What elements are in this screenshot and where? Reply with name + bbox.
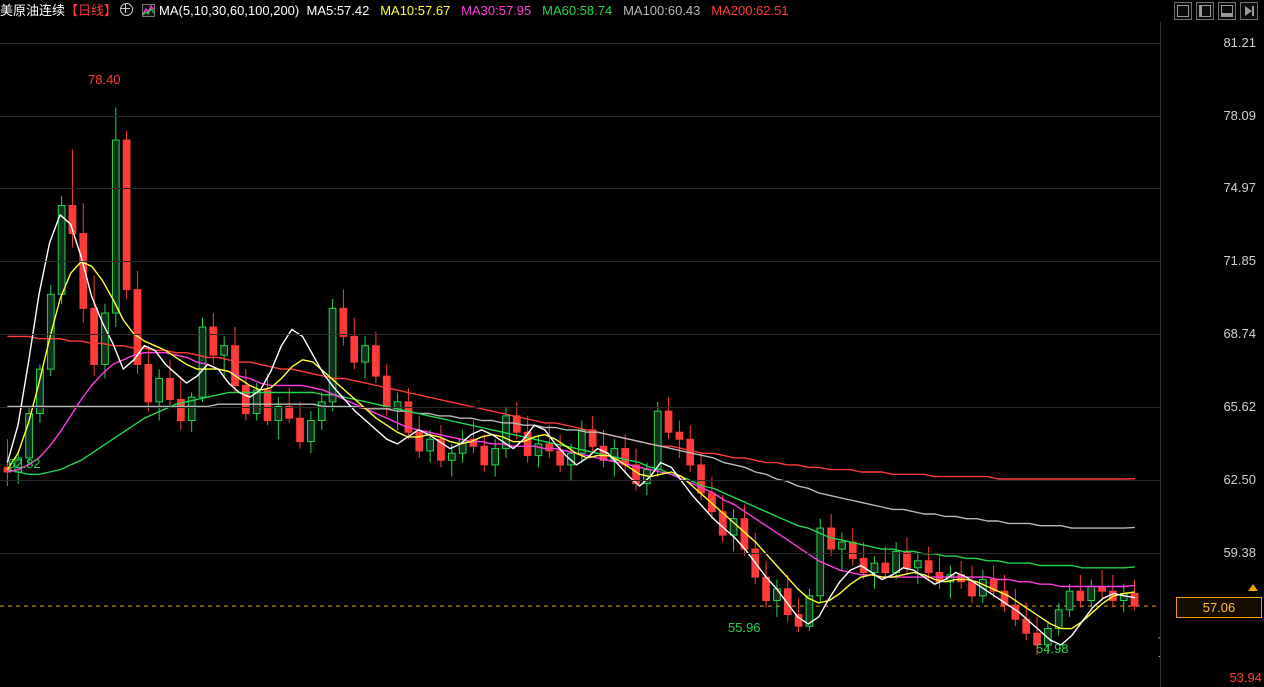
period-label: 【日线】 xyxy=(65,3,118,18)
ma30-value: MA30:57.95 xyxy=(461,3,532,18)
axis-tick-label: 65.62 xyxy=(1223,399,1256,415)
last-price-tag: 57.06 xyxy=(1176,597,1262,619)
dock-button[interactable] xyxy=(1218,2,1236,20)
play-button[interactable] xyxy=(1240,2,1258,20)
grid-line xyxy=(0,479,1160,481)
axis-tick-label: 62.50 xyxy=(1223,471,1256,487)
globe-icon xyxy=(120,3,134,16)
price-chart[interactable] xyxy=(0,22,1160,687)
price-arrow-icon xyxy=(1248,584,1258,592)
grid-line xyxy=(0,333,1160,335)
axis-tick-label: 71.85 xyxy=(1223,253,1256,269)
axis-tick-label: 74.97 xyxy=(1223,180,1256,196)
grid-line xyxy=(0,187,1160,189)
low-label-1: 55.96 xyxy=(728,620,761,635)
tile-button[interactable] xyxy=(1196,2,1214,20)
axis-separator xyxy=(1160,22,1161,687)
axis-bottom-price: 53.94 xyxy=(1229,670,1262,685)
axis-tick-label: 68.74 xyxy=(1223,326,1256,342)
restore-button[interactable] xyxy=(1174,2,1192,20)
high-label: 78.40 xyxy=(88,72,121,87)
grid-line xyxy=(0,260,1160,262)
chart-info-bar: 美原油连续【日线】 MA(5,10,30,60,100,200) MA5:57.… xyxy=(0,0,1264,22)
grid-lines xyxy=(0,22,1160,687)
symbol-label: 美原油连续 xyxy=(0,3,66,18)
grid-line xyxy=(0,552,1160,554)
ma10-value: MA10:57.67 xyxy=(380,3,451,18)
ma60-value: MA60:58.74 xyxy=(542,3,613,18)
chart-canvas xyxy=(0,107,1160,655)
grid-line xyxy=(0,42,1160,44)
ma-params-label: MA(5,10,30,60,100,200) xyxy=(159,3,300,18)
ma5-value: MA5:57.42 xyxy=(306,3,370,18)
left-price-label: 62.82 xyxy=(8,456,41,471)
grid-line xyxy=(0,406,1160,408)
indicator-icon xyxy=(142,2,156,17)
price-axis[interactable]: 57.06 53.94 81.21 78.09 74.97 71.85 68.74 65.… xyxy=(1160,22,1264,687)
ma200-value: MA200:62.51 xyxy=(711,3,789,18)
axis-tick-label: 81.21 xyxy=(1223,34,1256,50)
window-buttons xyxy=(1170,2,1258,20)
low-label-2: 54.98 xyxy=(1036,641,1069,656)
axis-tick-label: 78.09 xyxy=(1223,107,1256,123)
axis-tick-label: 59.38 xyxy=(1223,544,1256,560)
grid-line xyxy=(0,115,1160,117)
ma100-value: MA100:60.43 xyxy=(623,3,701,18)
